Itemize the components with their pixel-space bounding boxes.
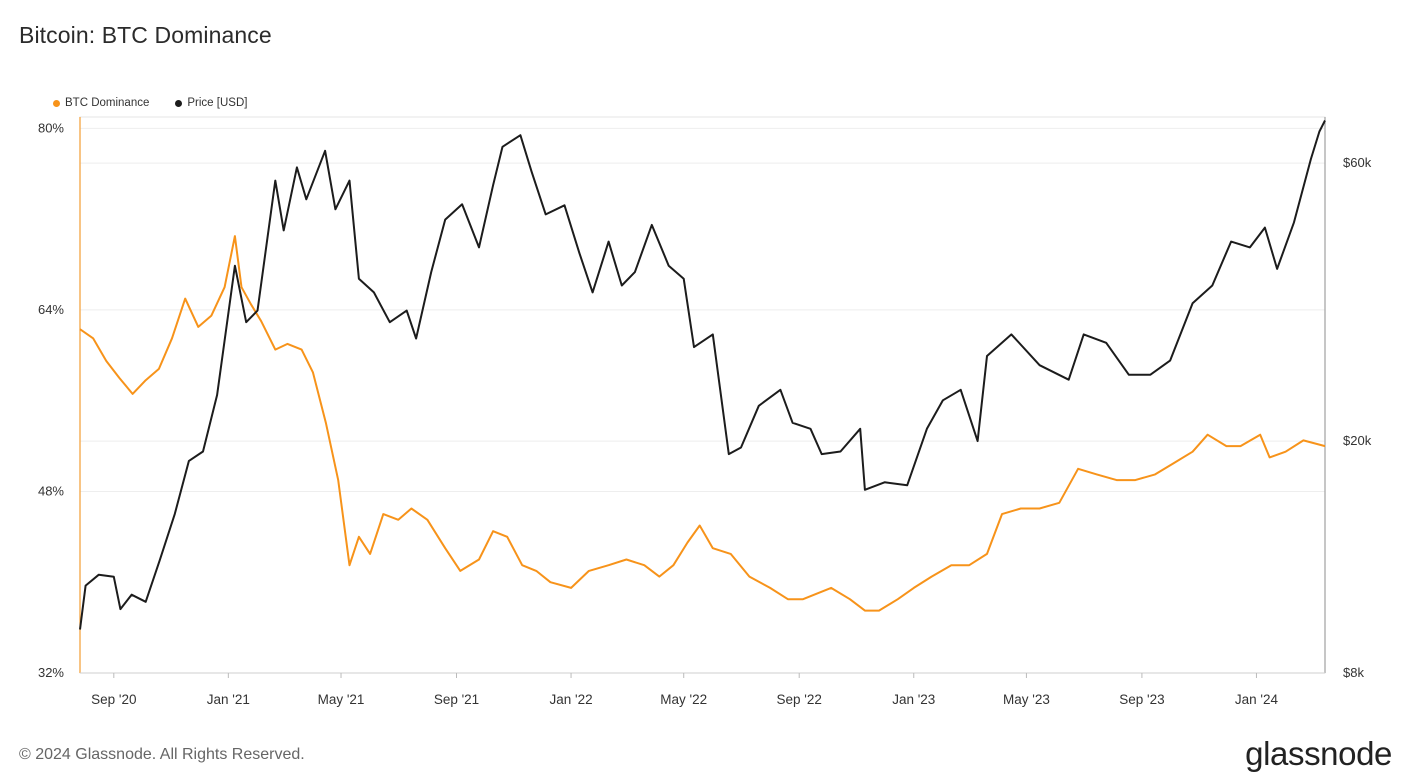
brand-logo: glassnode: [1245, 735, 1392, 772]
chart-legend: BTC Dominance Price [USD]: [53, 97, 247, 109]
x-tick-label-1: Jan '21: [207, 692, 250, 707]
legend-swatch-price: [175, 99, 183, 107]
x-tick-label-4: Jan '22: [549, 692, 592, 707]
x-tick-label-5: May '22: [660, 692, 707, 707]
x-tick-label-3: Sep '21: [434, 692, 479, 707]
x-tick-label-0: Sep '20: [91, 692, 136, 707]
legend-item-dominance[interactable]: BTC Dominance: [53, 97, 149, 109]
series-line-dominance: [79, 235, 1326, 612]
y-tick-label-right-1: $20k: [1343, 433, 1372, 448]
y-tick-label-left-1: 48%: [38, 483, 64, 498]
y-tick-label-right-2: $60k: [1343, 155, 1372, 170]
series-line-price: [79, 120, 1326, 630]
legend-swatch-dominance: [53, 99, 60, 107]
x-tick-label-8: May '23: [1003, 692, 1050, 707]
y-tick-label-left-3: 80%: [38, 120, 64, 135]
legend-label-price: Price [USD]: [187, 97, 248, 109]
x-tick-label-6: Sep '22: [777, 692, 822, 707]
x-tick-label-7: Jan '23: [892, 692, 935, 707]
x-tick-label-2: May '21: [318, 692, 365, 707]
x-tick-label-10: Jan '24: [1235, 692, 1279, 707]
y-tick-label-right-0: $8k: [1343, 665, 1364, 680]
y-tick-label-left-2: 64%: [38, 302, 64, 317]
copyright-footer: © 2024 Glassnode. All Rights Reserved.: [19, 746, 305, 763]
x-tick-label-9: Sep '23: [1119, 692, 1164, 707]
plot-frame: [79, 116, 1326, 674]
chart-title: Bitcoin: BTC Dominance: [19, 22, 272, 48]
y-tick-label-left-0: 32%: [38, 665, 64, 680]
legend-item-price[interactable]: Price [USD]: [175, 97, 247, 109]
legend-label-dominance: BTC Dominance: [65, 97, 150, 109]
